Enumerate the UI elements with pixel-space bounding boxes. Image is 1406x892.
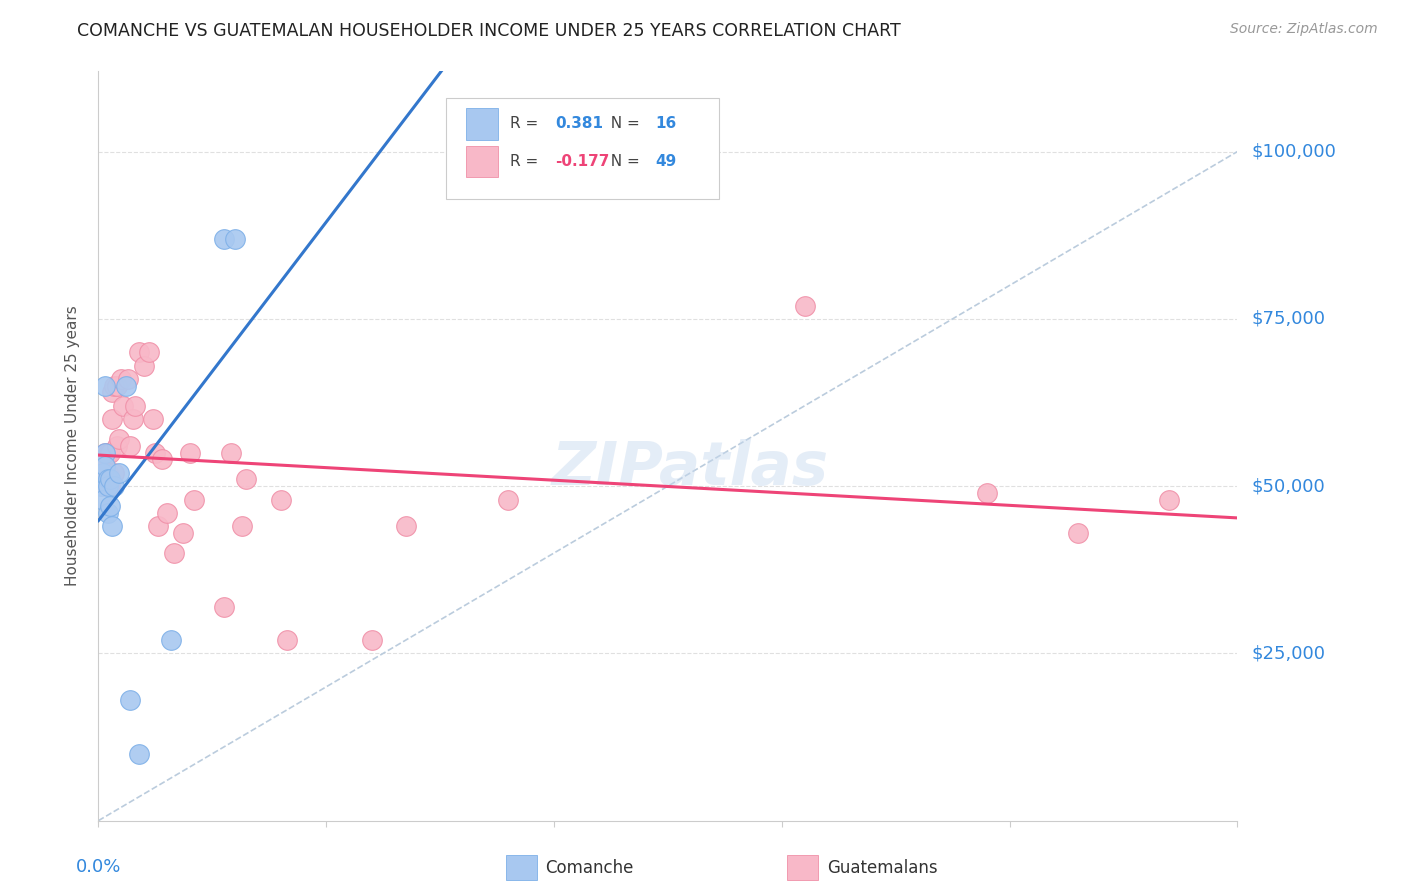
Point bbox=[91, 466, 114, 480]
Point bbox=[96, 473, 118, 487]
Point bbox=[98, 479, 121, 493]
Point bbox=[212, 231, 235, 245]
Point bbox=[105, 378, 128, 392]
Point bbox=[117, 372, 139, 386]
Point bbox=[96, 479, 118, 493]
Text: Source: ZipAtlas.com: Source: ZipAtlas.com bbox=[1230, 22, 1378, 37]
Point bbox=[94, 378, 117, 392]
Point bbox=[1067, 526, 1090, 541]
Point bbox=[132, 359, 155, 373]
Y-axis label: Householder Income Under 25 years: Householder Income Under 25 years bbox=[65, 306, 80, 586]
Point bbox=[101, 412, 124, 426]
Point bbox=[179, 446, 201, 460]
Point bbox=[94, 446, 117, 460]
Point bbox=[360, 633, 382, 648]
FancyBboxPatch shape bbox=[446, 97, 718, 199]
Point bbox=[793, 298, 815, 313]
Point bbox=[110, 372, 132, 386]
Point bbox=[146, 519, 169, 533]
Text: $100,000: $100,000 bbox=[1251, 143, 1336, 161]
Point bbox=[120, 693, 142, 707]
Point bbox=[128, 747, 150, 761]
Point bbox=[98, 446, 121, 460]
Point bbox=[101, 385, 124, 400]
Point bbox=[224, 231, 246, 245]
Text: 49: 49 bbox=[655, 153, 676, 169]
Text: N =: N = bbox=[600, 116, 644, 131]
Point bbox=[96, 446, 118, 460]
Point bbox=[120, 439, 142, 453]
Text: N =: N = bbox=[600, 153, 644, 169]
Point bbox=[145, 446, 167, 460]
Point bbox=[101, 519, 124, 533]
Point bbox=[128, 345, 150, 359]
Point bbox=[91, 458, 114, 473]
Text: $50,000: $50,000 bbox=[1251, 477, 1324, 495]
Point bbox=[172, 526, 194, 541]
Point bbox=[108, 466, 131, 480]
FancyBboxPatch shape bbox=[467, 108, 498, 139]
Point bbox=[1157, 492, 1180, 507]
Point bbox=[124, 399, 146, 413]
Point bbox=[94, 458, 117, 473]
Point bbox=[160, 633, 183, 648]
Text: $25,000: $25,000 bbox=[1251, 644, 1326, 663]
Point bbox=[98, 473, 121, 487]
Text: R =: R = bbox=[509, 153, 543, 169]
Point bbox=[138, 345, 160, 359]
Point bbox=[395, 519, 418, 533]
Point bbox=[94, 446, 117, 460]
Text: Comanche: Comanche bbox=[546, 859, 634, 877]
Text: COMANCHE VS GUATEMALAN HOUSEHOLDER INCOME UNDER 25 YEARS CORRELATION CHART: COMANCHE VS GUATEMALAN HOUSEHOLDER INCOM… bbox=[77, 22, 901, 40]
Point bbox=[121, 412, 143, 426]
Point bbox=[103, 378, 125, 392]
Text: 0.0%: 0.0% bbox=[76, 858, 121, 876]
Text: ZIPatlas: ZIPatlas bbox=[553, 439, 830, 498]
Point bbox=[235, 473, 257, 487]
Point bbox=[103, 466, 125, 480]
Point bbox=[219, 446, 242, 460]
Point bbox=[96, 466, 118, 480]
Point bbox=[183, 492, 205, 507]
Point bbox=[162, 546, 184, 560]
Point bbox=[112, 399, 135, 413]
Point bbox=[91, 452, 114, 467]
FancyBboxPatch shape bbox=[467, 145, 498, 177]
Point bbox=[212, 599, 235, 614]
Point bbox=[114, 378, 136, 392]
Point bbox=[91, 492, 114, 507]
Point bbox=[276, 633, 298, 648]
Point bbox=[96, 506, 118, 520]
Text: -0.177: -0.177 bbox=[555, 153, 609, 169]
Point bbox=[142, 412, 165, 426]
Text: Guatemalans: Guatemalans bbox=[827, 859, 938, 877]
Point bbox=[108, 433, 131, 447]
Point bbox=[90, 479, 112, 493]
Point bbox=[231, 519, 253, 533]
Text: R =: R = bbox=[509, 116, 543, 131]
Point bbox=[270, 492, 292, 507]
Point bbox=[976, 485, 998, 500]
Point bbox=[156, 506, 179, 520]
Text: $75,000: $75,000 bbox=[1251, 310, 1326, 328]
Point bbox=[105, 439, 128, 453]
Point bbox=[150, 452, 173, 467]
Point bbox=[498, 492, 520, 507]
Point bbox=[103, 479, 125, 493]
Text: 0.381: 0.381 bbox=[555, 116, 603, 131]
Point bbox=[94, 479, 117, 493]
Point bbox=[98, 500, 121, 514]
Text: 16: 16 bbox=[655, 116, 676, 131]
Point bbox=[90, 466, 112, 480]
